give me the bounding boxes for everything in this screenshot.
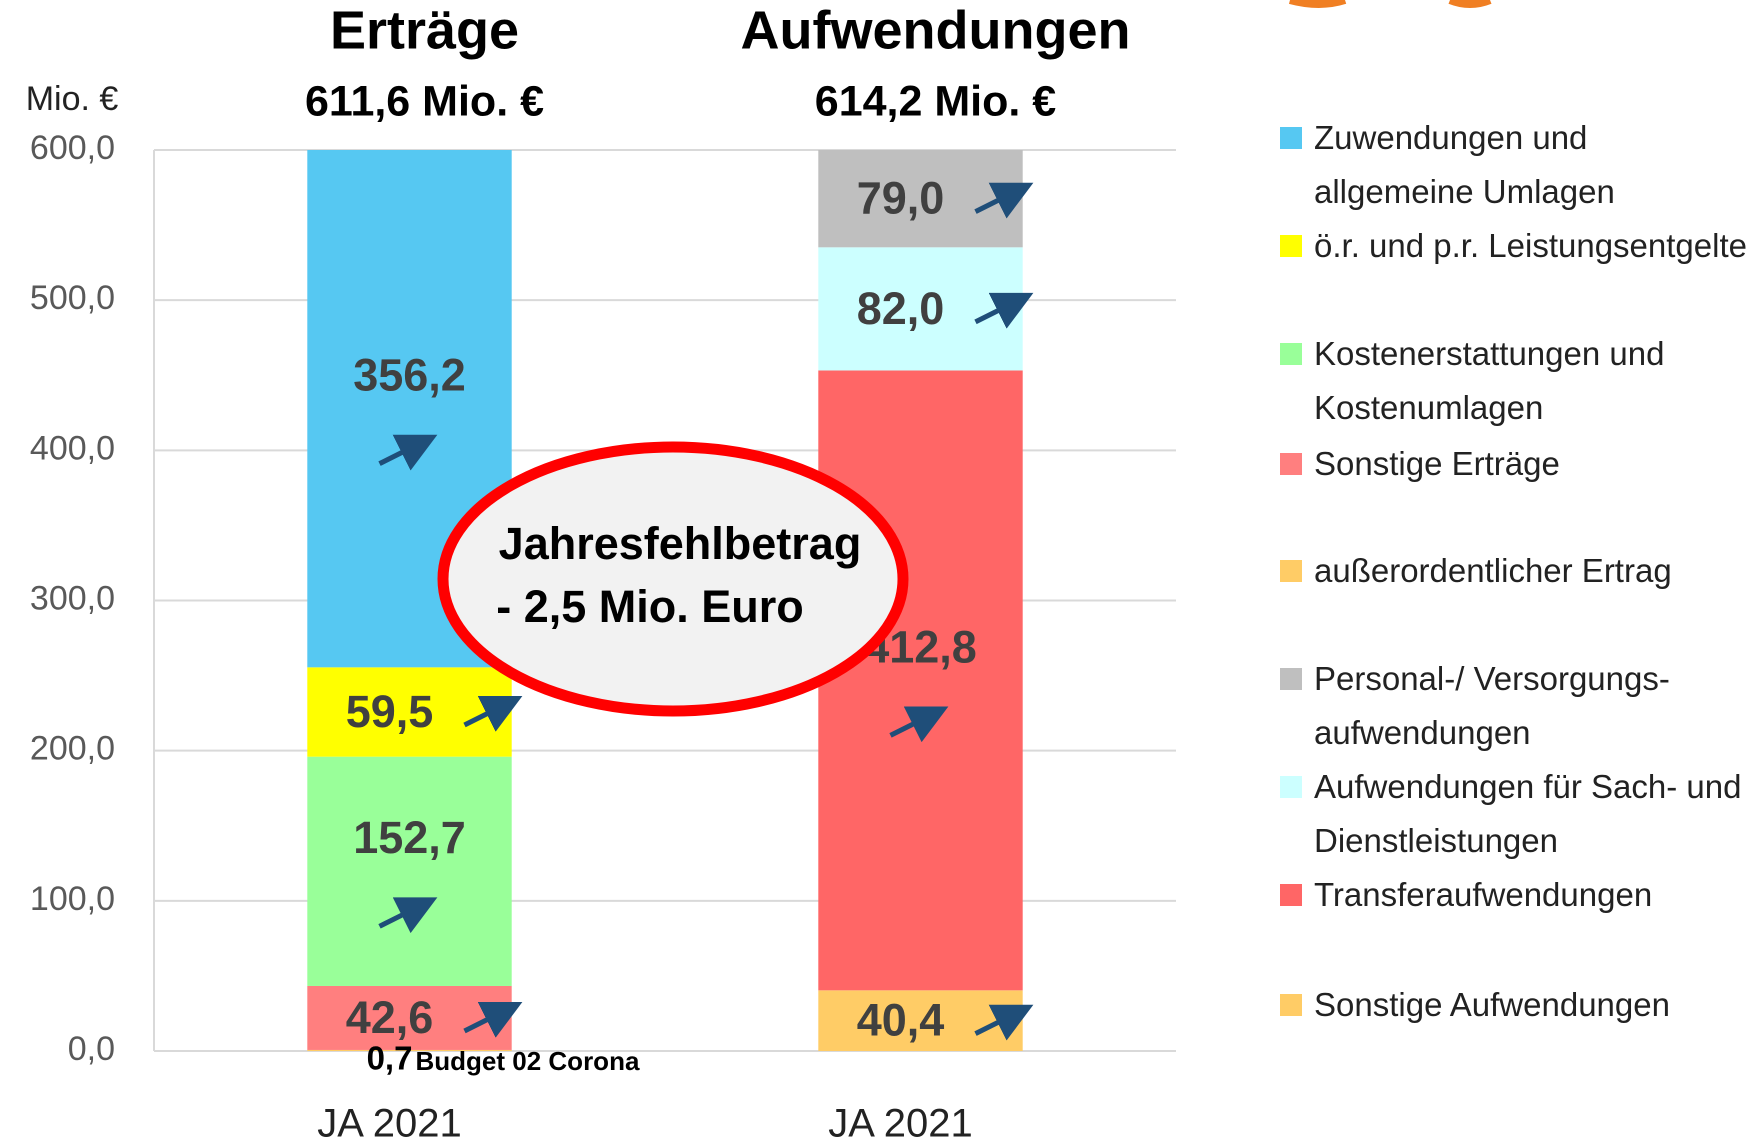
bar-segment xyxy=(818,247,1023,371)
category-total: 611,6 Mio. € xyxy=(305,77,544,125)
trend-arrow xyxy=(974,292,1034,329)
y-tick-label: 400,0 xyxy=(30,429,115,467)
annotation: Budget 02 Corona xyxy=(416,1046,640,1076)
legend-label: Transferaufwendungen xyxy=(1314,876,1653,913)
annotation: - 2,5 Mio. Euro xyxy=(496,581,804,632)
trend-arrow xyxy=(378,434,438,471)
y-tick-label: 100,0 xyxy=(30,880,115,918)
bar-segment xyxy=(307,985,512,1050)
decoration xyxy=(1288,0,1492,8)
x-tick-label: JA 2021 xyxy=(317,1102,462,1146)
bar-segment xyxy=(818,150,1023,248)
legend-label: außerordentlicher Ertrag xyxy=(1314,552,1672,589)
bars xyxy=(307,150,1023,1051)
trend-arrow xyxy=(378,897,438,934)
legend-swatch xyxy=(1280,560,1302,582)
plot xyxy=(153,149,1176,1052)
legend-swatch xyxy=(1280,776,1302,798)
trend-arrow xyxy=(974,1004,1034,1041)
annotation: Jahresfehlbetrag xyxy=(499,518,862,569)
data-label: 79,0 xyxy=(857,173,945,224)
callout xyxy=(437,441,909,717)
data-label: 356,2 xyxy=(353,350,466,401)
legend-item: Aufwendungen für Sach- und Dienstleistun… xyxy=(1280,760,1750,868)
y-tick-label: 600,0 xyxy=(30,129,115,167)
data-label: 82,0 xyxy=(857,283,945,334)
legend-label: Aufwendungen für Sach- und Dienstleistun… xyxy=(1314,768,1742,859)
legend-item: ö.r. und p.r. Leistungsentgelte xyxy=(1280,219,1750,273)
legend-swatch xyxy=(1280,668,1302,690)
legend-label: Kostenerstattungen und Kostenumlagen xyxy=(1314,335,1665,426)
legend-item: Personal-/ Versorgungs-aufwendungen xyxy=(1280,652,1750,760)
trend-arrow xyxy=(974,182,1034,219)
bar-segment xyxy=(307,667,512,757)
legend-swatch xyxy=(1280,127,1302,149)
legend-swatch xyxy=(1280,453,1302,475)
bar-segment xyxy=(307,1049,512,1051)
legend-item: Kostenerstattungen und Kostenumlagen xyxy=(1280,327,1750,435)
legend-item: Sonstige Erträge xyxy=(1280,437,1750,491)
legend-item: außerordentlicher Ertrag xyxy=(1280,544,1750,598)
y-tick-label: 300,0 xyxy=(30,579,115,617)
legend-swatch xyxy=(1280,343,1302,365)
legend-item: Sonstige Aufwendungen xyxy=(1280,978,1750,1032)
x-tick-label: JA 2021 xyxy=(828,1102,973,1146)
data-label: 152,7 xyxy=(353,812,466,863)
y-tick-label: 200,0 xyxy=(30,730,115,768)
trend-arrow xyxy=(463,696,523,732)
legend-swatch xyxy=(1280,235,1302,257)
legend-label: Zuwendungen und allgemeine Umlagen xyxy=(1314,119,1615,210)
category-title: Aufwendungen xyxy=(741,0,1131,60)
trend-arrow xyxy=(463,1002,523,1038)
bar-segment xyxy=(307,756,512,986)
trend-arrow xyxy=(889,706,949,743)
legend-item: Zuwendungen und allgemeine Umlagen xyxy=(1280,111,1750,219)
bar-segment xyxy=(818,370,1023,991)
legend-label: Personal-/ Versorgungs-aufwendungen xyxy=(1314,660,1670,751)
legend-label: Sonstige Erträge xyxy=(1314,445,1560,482)
bar-segment xyxy=(818,990,1023,1051)
y-tick-label: 500,0 xyxy=(30,279,115,317)
data-label: 59,5 xyxy=(346,686,434,737)
legend-swatch xyxy=(1280,884,1302,906)
data-label: 42,6 xyxy=(346,992,434,1043)
y-tick-label: 0,0 xyxy=(68,1030,115,1068)
y-axis-label: Mio. € xyxy=(26,80,119,118)
category-total: 614,2 Mio. € xyxy=(815,77,1056,125)
legend-label: Sonstige Aufwendungen xyxy=(1314,986,1670,1023)
legend-item: Transferaufwendungen xyxy=(1280,868,1750,922)
legend-label: ö.r. und p.r. Leistungsentgelte xyxy=(1314,227,1747,264)
category-title: Erträge xyxy=(330,0,519,60)
data-label: 40,4 xyxy=(857,995,945,1046)
data-label: 0,7 xyxy=(367,1040,413,1077)
legend-swatch xyxy=(1280,994,1302,1016)
